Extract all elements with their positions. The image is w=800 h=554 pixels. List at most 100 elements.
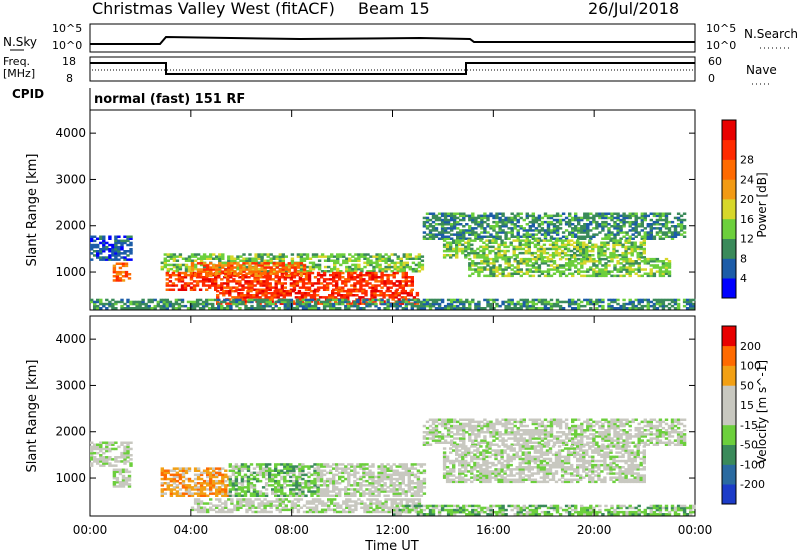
power-data-cell <box>516 231 520 234</box>
velocity-data-cell <box>307 465 311 468</box>
velocity-data-cell <box>422 469 427 472</box>
power-data-cell <box>278 257 282 260</box>
power-colorbar-tick-label: 4 <box>740 272 747 285</box>
velocity-data-cell <box>187 484 192 487</box>
velocity-data-cell <box>252 475 257 479</box>
power-data-cell <box>425 298 430 302</box>
velocity-data-cell <box>190 492 195 495</box>
power-data-cell <box>368 286 372 289</box>
velocity-data-cell <box>322 473 327 477</box>
power-data-cell <box>231 289 235 293</box>
power-data-cell <box>664 262 669 265</box>
power-data-cell <box>601 304 605 308</box>
power-data-cell <box>682 231 687 234</box>
power-data-cell <box>245 262 249 265</box>
velocity-data-cell <box>242 498 246 501</box>
power-data-cell <box>510 264 514 267</box>
power-data-cell <box>115 262 120 265</box>
power-data-cell <box>619 274 623 278</box>
power-data-cell <box>258 296 262 299</box>
power-data-cell <box>354 263 358 267</box>
velocity-data-cell <box>111 458 115 461</box>
power-data-cell <box>317 255 322 258</box>
power-data-cell <box>255 294 259 297</box>
power-data-cell <box>519 268 523 271</box>
power-data-cell <box>114 243 118 247</box>
power-data-cell <box>120 298 124 302</box>
velocity-data-cell <box>124 468 129 471</box>
power-data-cell <box>232 280 236 283</box>
power-data-cell <box>555 231 560 234</box>
power-data-cell <box>628 216 632 220</box>
power-data-cell <box>574 235 578 238</box>
velocity-data-cell <box>287 508 291 512</box>
power-data-cell <box>495 223 499 226</box>
power-data-cell <box>488 241 492 244</box>
power-data-cell <box>384 253 388 256</box>
power-data-cell <box>573 245 577 249</box>
power-data-cell <box>359 288 363 291</box>
power-data-cell <box>655 214 660 218</box>
power-data-cell <box>673 231 678 234</box>
velocity-data-cell <box>246 475 251 479</box>
velocity-data-cell <box>374 475 378 479</box>
power-data-cell <box>552 231 557 234</box>
power-data-cell <box>492 214 496 218</box>
power-data-cell <box>233 259 237 262</box>
power-data-cell <box>492 307 496 310</box>
velocity-data-cell <box>332 473 336 477</box>
power-data-cell <box>483 229 487 232</box>
power-data-cell <box>554 239 559 242</box>
power-data-cell <box>615 254 619 257</box>
power-data-cell <box>507 257 511 261</box>
power-data-cell <box>389 273 393 277</box>
velocity-data-cell <box>289 479 293 483</box>
power-data-cell <box>522 227 526 230</box>
power-data-cell <box>459 307 463 310</box>
power-data-cell <box>108 237 112 240</box>
power-data-cell <box>312 289 317 293</box>
power-data-cell <box>598 298 602 302</box>
power-data-cell <box>598 268 602 271</box>
power-data-cell <box>261 289 265 293</box>
power-data-cell <box>518 239 522 242</box>
power-data-cell <box>571 223 575 226</box>
power-data-cell <box>619 257 623 261</box>
power-data-cell <box>531 274 536 278</box>
power-data-cell <box>117 241 121 245</box>
power-data-cell <box>592 220 596 224</box>
power-data-cell <box>226 304 230 308</box>
power-data-cell <box>402 261 406 265</box>
power-data-cell <box>592 257 596 261</box>
power-data-cell <box>223 307 227 310</box>
power-data-cell <box>206 257 210 260</box>
power-data-cell <box>450 298 454 302</box>
power-data-cell <box>299 272 304 275</box>
power-data-cell <box>486 298 490 302</box>
power-data-cell <box>180 286 185 289</box>
power-data-cell <box>329 273 333 277</box>
power-data-cell <box>260 259 264 262</box>
power-data-cell <box>308 270 313 273</box>
power-data-cell <box>480 235 484 238</box>
power-data-cell <box>485 254 489 257</box>
power-data-cell <box>99 235 103 238</box>
velocity-data-cell <box>410 479 414 483</box>
power-data-cell <box>277 282 281 285</box>
power-data-cell <box>503 251 507 255</box>
power-data-cell <box>244 273 248 277</box>
power-data-cell <box>564 257 569 261</box>
power-data-cell <box>382 300 386 303</box>
power-data-cell <box>670 231 675 234</box>
cpid-text: normal (fast) 151 RF <box>94 92 245 107</box>
power-data-cell <box>307 298 312 302</box>
power-data-cell <box>498 225 502 228</box>
power-data-cell <box>402 270 406 273</box>
power-data-cell <box>404 282 408 285</box>
power-data-cell <box>241 278 245 281</box>
power-data-cell <box>661 270 666 273</box>
power-data-cell <box>246 296 250 299</box>
power-data-cell <box>198 276 203 279</box>
power-data-cell <box>661 298 666 302</box>
power-data-cell <box>464 241 468 244</box>
